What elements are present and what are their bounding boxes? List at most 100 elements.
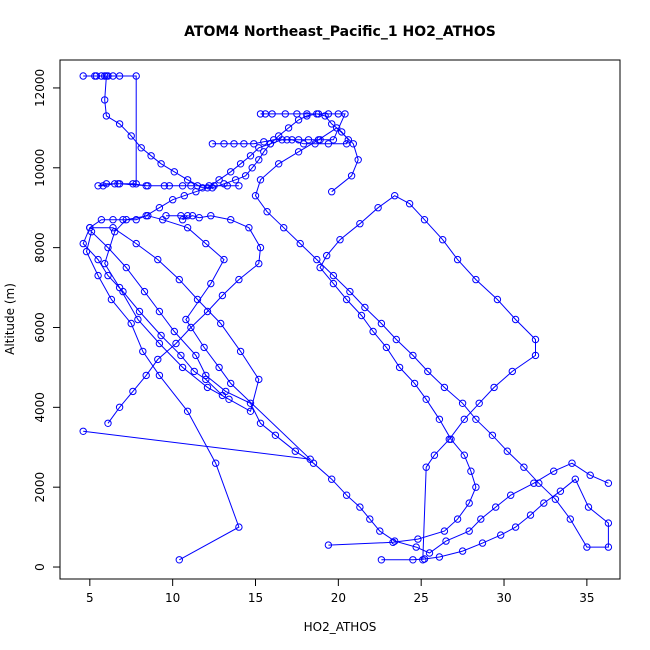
series-1 xyxy=(82,228,613,564)
data-point xyxy=(122,263,131,272)
data-point xyxy=(127,319,135,328)
data-point xyxy=(218,391,227,400)
y-tick-label: 8000 xyxy=(33,232,47,263)
data-point xyxy=(497,531,505,539)
data-point xyxy=(440,383,449,392)
data-point xyxy=(424,367,432,376)
data-point xyxy=(281,110,289,118)
series-line xyxy=(83,75,349,229)
data-point xyxy=(212,459,220,467)
data-point xyxy=(255,375,263,384)
data-point xyxy=(604,479,613,487)
data-point xyxy=(255,156,263,164)
x-tick-label: 20 xyxy=(331,591,346,605)
data-point xyxy=(162,212,170,220)
data-point xyxy=(346,287,354,296)
data-point xyxy=(583,543,591,551)
data-point xyxy=(183,212,192,220)
data-point xyxy=(453,515,462,523)
y-axis-label: Altitude (m) xyxy=(3,283,17,355)
data-point xyxy=(531,335,540,344)
data-point xyxy=(354,156,362,164)
data-point xyxy=(192,351,200,360)
data-point xyxy=(490,383,498,392)
data-point xyxy=(347,172,356,180)
data-point xyxy=(445,435,453,443)
data-point xyxy=(493,295,502,304)
data-point xyxy=(376,527,384,535)
data-point xyxy=(104,271,112,280)
data-point xyxy=(526,511,535,519)
data-point xyxy=(430,451,439,459)
data-point xyxy=(435,553,444,561)
data-point xyxy=(338,128,346,136)
data-point xyxy=(142,212,150,220)
data-point xyxy=(313,255,321,264)
data-point xyxy=(104,419,112,427)
data-point xyxy=(107,295,116,304)
data-point xyxy=(389,538,397,546)
data-point xyxy=(235,275,243,284)
data-point xyxy=(157,160,165,168)
data-point xyxy=(79,72,87,80)
data-point xyxy=(306,455,314,463)
data-point xyxy=(324,110,333,118)
data-point xyxy=(223,182,232,190)
data-point xyxy=(132,216,140,224)
data-point xyxy=(377,556,386,564)
data-point xyxy=(178,363,187,372)
data-point xyxy=(361,303,369,312)
data-point xyxy=(256,176,265,184)
series-line xyxy=(319,195,536,560)
data-point xyxy=(260,148,268,156)
data-point xyxy=(324,541,333,549)
data-point xyxy=(472,415,480,423)
data-point xyxy=(316,263,324,272)
data-point xyxy=(218,291,227,300)
series-line xyxy=(107,215,262,424)
data-point xyxy=(180,192,189,200)
data-point xyxy=(323,251,331,260)
series-line xyxy=(85,230,609,561)
data-point xyxy=(568,459,576,467)
data-point xyxy=(111,180,119,188)
data-point xyxy=(420,555,429,563)
data-point xyxy=(115,180,124,188)
data-point xyxy=(508,367,516,376)
data-point xyxy=(119,216,127,224)
data-point xyxy=(208,140,217,148)
data-point xyxy=(94,271,102,280)
series-8 xyxy=(104,212,265,427)
data-point xyxy=(202,371,210,380)
data-point xyxy=(604,519,613,527)
data-point xyxy=(169,196,177,204)
data-point xyxy=(147,152,155,160)
data-point xyxy=(382,343,391,352)
series-line xyxy=(212,113,346,145)
data-point xyxy=(255,144,263,152)
data-point xyxy=(357,311,366,320)
data-point xyxy=(202,239,210,248)
data-point xyxy=(604,543,613,551)
data-point xyxy=(82,247,91,256)
data-point xyxy=(460,415,468,423)
data-point xyxy=(291,447,299,455)
series-line xyxy=(96,75,239,187)
data-point xyxy=(79,239,87,248)
data-point xyxy=(336,236,344,244)
data-point xyxy=(422,395,430,403)
data-point xyxy=(410,379,419,388)
data-point xyxy=(165,182,174,190)
data-point xyxy=(329,136,338,144)
data-point xyxy=(155,339,164,348)
data-point xyxy=(157,331,165,340)
data-point xyxy=(268,110,276,118)
data-point xyxy=(227,216,235,224)
data-point xyxy=(101,72,109,80)
data-point xyxy=(492,503,500,511)
data-point xyxy=(328,188,336,196)
data-point xyxy=(507,491,515,499)
data-point xyxy=(284,124,293,132)
y-tick-label: 2000 xyxy=(33,472,47,503)
data-point xyxy=(101,96,109,104)
